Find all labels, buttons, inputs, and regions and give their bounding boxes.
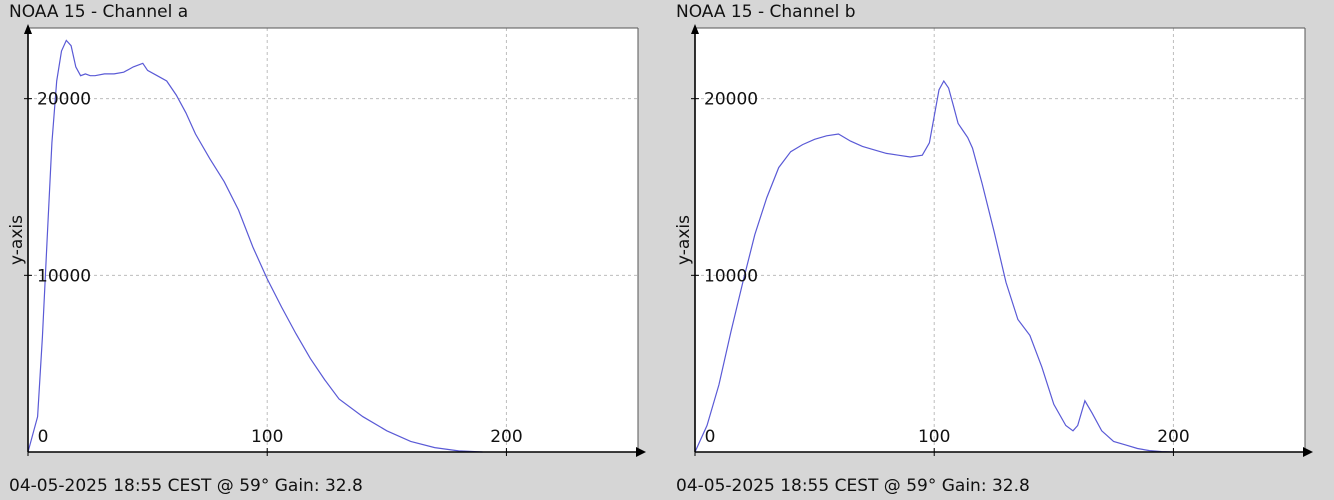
- series-line: [694, 79, 1174, 453]
- plot-area: [28, 28, 638, 452]
- x-tick-label: 200: [490, 427, 522, 447]
- y-tick-label: 20000: [37, 90, 91, 110]
- y-tick-label: 20000: [704, 90, 758, 110]
- chart-title: NOAA 15 - Channel a: [9, 2, 189, 22]
- chart-panel-channel-b: NOAA 15 - Channel b 0 100 200 10000 20000 y-a…: [667, 0, 1334, 500]
- chart-footer-timestamp: 04-05-2025 18:55 CEST @ 59° Gain: 32.8: [676, 476, 1030, 496]
- x-tick-label: 100: [918, 427, 950, 447]
- x-axis-arrow: [1303, 447, 1313, 457]
- series-line: [27, 39, 483, 453]
- x-tick-label: 0: [705, 427, 716, 447]
- y-tick-label: 10000: [704, 266, 758, 286]
- y-tick-label: 10000: [37, 266, 91, 286]
- y-axis-label: y-axis: [7, 215, 27, 265]
- chart-plot-channel-a: 0 100 200 10000 20000 y-axis: [7, 24, 646, 457]
- chart-plot-channel-b: 0 100 200 10000 20000 y-axis: [674, 24, 1313, 457]
- x-tick-label: 100: [251, 427, 283, 447]
- y-axis-label: y-axis: [674, 215, 694, 265]
- y-axis-arrow: [24, 24, 32, 34]
- chart-panel-channel-a: NOAA 15 - Channel a 0 100 200 10000 20000 y-a…: [7, 2, 646, 496]
- x-axis-arrow: [636, 447, 646, 457]
- chart-footer-timestamp: 04-05-2025 18:55 CEST @ 59° Gain: 32.8: [9, 476, 363, 496]
- chart-title: NOAA 15 - Channel b: [676, 2, 856, 22]
- y-axis-arrow: [691, 24, 699, 34]
- x-tick-label: 0: [38, 427, 49, 447]
- plot-area: [695, 28, 1305, 452]
- x-tick-label: 200: [1157, 427, 1189, 447]
